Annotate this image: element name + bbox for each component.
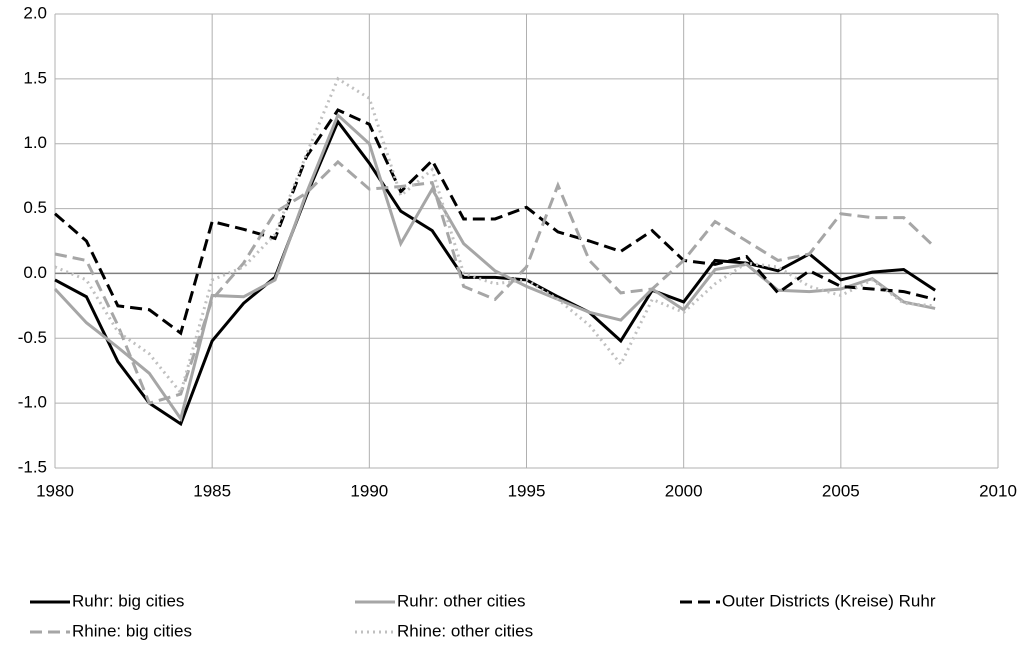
x-tick-label: 1985 [193, 481, 231, 500]
data-line [54, 76, 936, 396]
legend-label: Ruhr: other cities [397, 591, 526, 610]
y-tick-label: 1.0 [23, 133, 47, 152]
y-tick-label: -0.5 [18, 328, 47, 347]
y-tick-label: 0.0 [23, 263, 47, 282]
data-line [53, 112, 936, 423]
x-tick-label: 1990 [350, 481, 388, 500]
x-tick-label: 2010 [979, 481, 1017, 500]
x-tick-label: 1980 [36, 481, 74, 500]
y-tick-label: -1.0 [18, 393, 47, 412]
x-tick-label: 1995 [508, 481, 546, 500]
legend-label: Ruhr: big cities [72, 591, 184, 610]
data-line [54, 118, 936, 427]
y-tick-label: 0.5 [23, 198, 47, 217]
y-tick-label: -1.5 [18, 457, 47, 476]
x-tick-label: 2005 [822, 481, 860, 500]
legend-label: Rhine: big cities [72, 621, 192, 640]
y-tick-label: 2.0 [23, 3, 47, 22]
data-line [54, 108, 936, 336]
x-tick-label: 2000 [665, 481, 703, 500]
legend-label: Outer Districts (Kreise) Ruhr [722, 591, 936, 610]
y-tick-label: 1.5 [23, 68, 47, 87]
data-line [54, 159, 937, 405]
legend-label: Rhine: other cities [397, 621, 533, 640]
